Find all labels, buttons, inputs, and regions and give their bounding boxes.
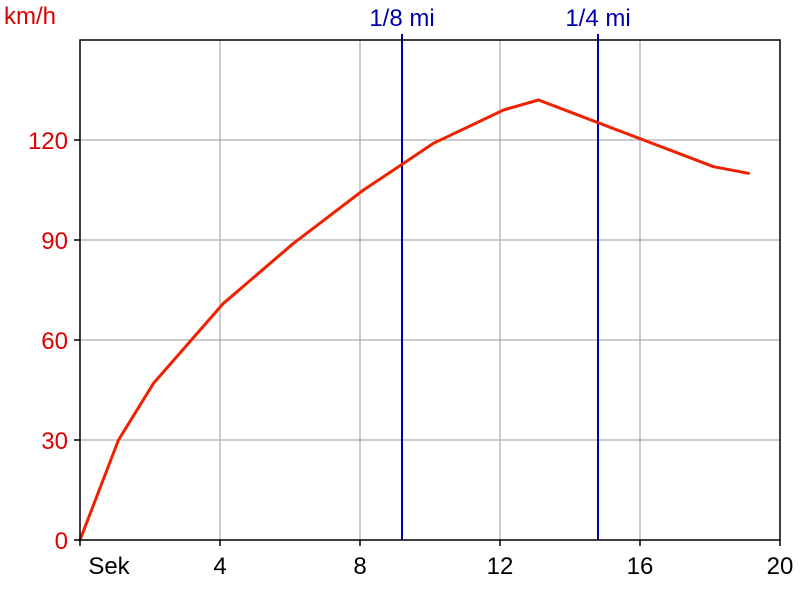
x-tick-label: 8 — [353, 553, 366, 580]
y-axis-label: km/h — [4, 3, 56, 30]
grid-layer — [80, 40, 780, 540]
y-tick-label: 90 — [41, 228, 68, 255]
x-tick-label: Sek — [88, 553, 130, 580]
tick-layer: Sek 4 8 12 16 20 0 30 60 90 120 — [28, 128, 793, 580]
y-tick-label: 60 — [41, 328, 68, 355]
y-tick-label: 30 — [41, 428, 68, 455]
y-tick-label: 0 — [55, 528, 68, 555]
marker-layer: 1/8 mi 1/4 mi — [369, 5, 631, 540]
y-tick-label: 120 — [28, 128, 68, 155]
plot-frame — [79, 39, 781, 541]
marker-label: 1/4 mi — [565, 5, 630, 32]
x-tick-label: 20 — [767, 553, 794, 580]
x-tick-label: 12 — [487, 553, 514, 580]
x-tick-label: 4 — [213, 553, 226, 580]
x-tick-label: 16 — [627, 553, 654, 580]
marker-label: 1/8 mi — [369, 5, 434, 32]
speed-series-line — [78, 98, 750, 542]
series-layer — [78, 98, 750, 542]
